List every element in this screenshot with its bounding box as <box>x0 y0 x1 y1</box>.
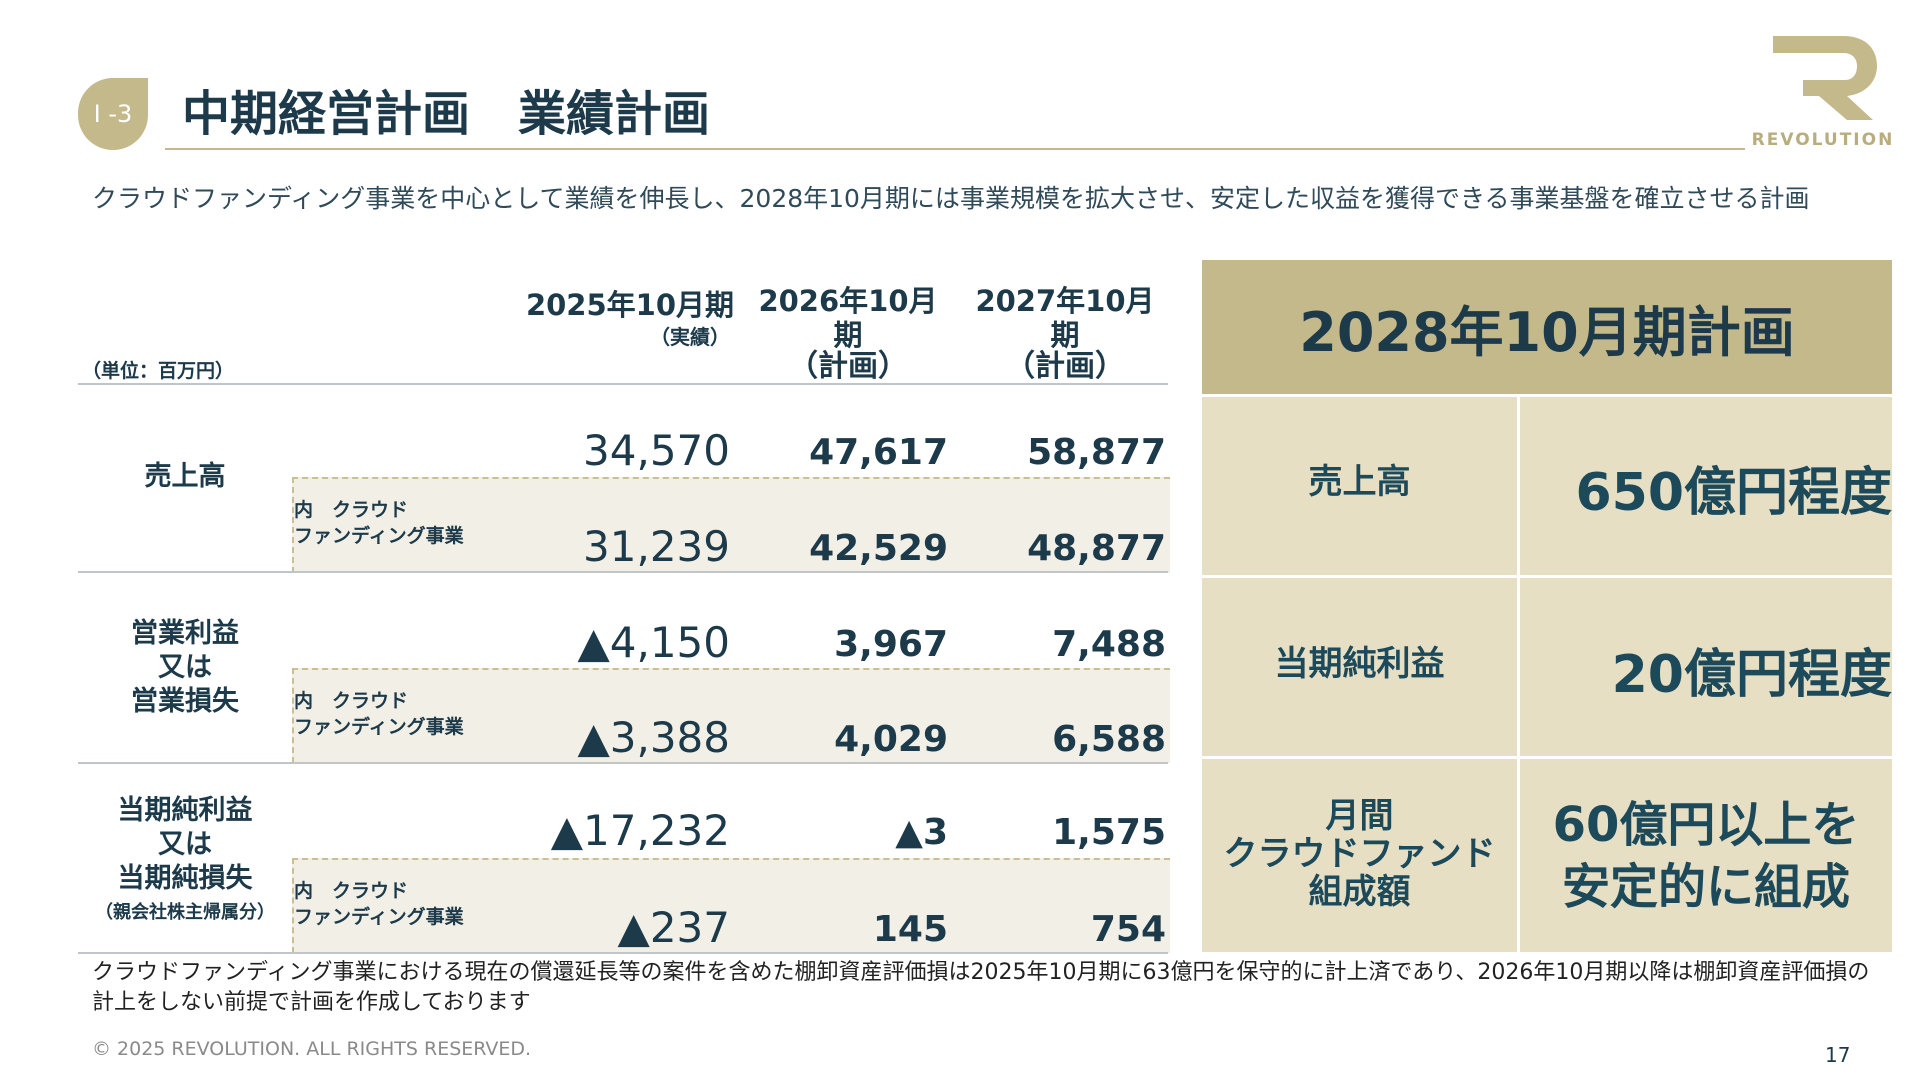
row-label-operating-income: 営業利益 又は 営業損失 <box>78 617 292 719</box>
column-status: （実績） <box>650 325 730 349</box>
logo-wordmark: REVOLUTION <box>1751 130 1895 150</box>
plan-2028-title: 2028年10月期計画 <box>1202 260 1892 394</box>
row-label-note: （親会社株主帰属分） <box>95 902 275 923</box>
net-income-2027: 1,575 <box>1052 812 1166 853</box>
row-label-sales: 売上高 <box>78 460 292 494</box>
section-badge: I -3 <box>78 78 148 150</box>
plan-label-line: 月間 <box>1325 796 1394 836</box>
column-year: 2025年10月期 <box>525 288 735 322</box>
sub-row-background <box>292 668 1170 763</box>
plan-label-line: 組成額 <box>1308 872 1411 912</box>
sub-row-background <box>292 477 1170 573</box>
unit-label: （単位：百万円） <box>82 360 235 382</box>
cf-operating-income-2025: ▲3,388 <box>577 713 730 762</box>
operating-income-2027: 7,488 <box>1052 624 1166 665</box>
title-underline <box>165 148 1745 150</box>
sales-2027: 58,877 <box>1027 432 1166 473</box>
row-label-line: 営業損失 <box>131 686 239 717</box>
plan-crowdfund-label: 月間 クラウドファンド 組成額 <box>1202 797 1517 911</box>
panel-column-divider <box>1517 394 1520 952</box>
row-label-line: 営業利益 <box>131 618 239 649</box>
column-year: 2027年10月期 <box>975 284 1155 352</box>
plan-label-line: クラウドファンド <box>1223 834 1496 874</box>
cf-net-income-2026: 145 <box>872 909 948 950</box>
plan-value-line: 60億円以上を <box>1552 797 1860 853</box>
operating-income-2025: ▲4,150 <box>577 618 730 667</box>
sales-2025: 34,570 <box>583 426 730 475</box>
panel-row-divider <box>1202 394 1892 397</box>
plan-value-line: 安定的に組成 <box>1561 859 1850 915</box>
sub-row-label: 内 クラウド ファンディング事業 <box>294 690 464 738</box>
page-number: 17 <box>1825 1043 1851 1067</box>
footnote: クラウドファンディング事業における現在の償還延長等の案件を含めた棚卸資産評価損は… <box>92 960 1870 1015</box>
column-status: （計画） <box>788 349 908 384</box>
cf-sales-2026: 42,529 <box>809 528 948 569</box>
page-title: 中期経営計画 業績計画 <box>182 86 711 142</box>
plan-net-income-label: 当期純利益 <box>1274 644 1445 684</box>
net-income-2026: ▲3 <box>895 812 948 853</box>
column-header-2026: 2026年10月期 （計画） <box>748 284 948 382</box>
sub-row-background <box>292 858 1170 953</box>
row-label-net-income: 当期純利益 又は 当期純損失 （親会社株主帰属分） <box>78 794 292 930</box>
row-label-line: 当期純利益 <box>117 795 253 826</box>
row-label-line: 又は <box>158 652 212 683</box>
sales-2026: 47,617 <box>809 432 948 473</box>
operating-income-2026: 3,967 <box>834 624 948 665</box>
panel-row-divider <box>1202 756 1892 759</box>
row-label-line: 又は <box>158 829 212 860</box>
cf-sales-2025: 31,239 <box>583 522 730 571</box>
plan-crowdfund-value: 60億円以上を 安定的に組成 <box>1520 794 1892 918</box>
plan-net-income-value: 20億円程度 <box>1611 645 1892 705</box>
row-divider <box>78 762 1168 764</box>
table-header-rule <box>78 383 1168 385</box>
row-label-line: 売上高 <box>144 461 226 492</box>
cf-net-income-2027: 754 <box>1090 909 1166 950</box>
cf-sales-2027: 48,877 <box>1027 528 1166 569</box>
column-header-2027: 2027年10月期 （計画） <box>962 284 1168 382</box>
column-year: 2026年10月期 <box>758 284 938 352</box>
panel-row-divider <box>1202 575 1892 578</box>
column-header-2025: 2025年10月期 （実績） <box>520 288 740 352</box>
cf-net-income-2025: ▲237 <box>617 903 730 952</box>
plan-sales-label: 売上高 <box>1308 462 1411 502</box>
table-bottom-rule <box>78 952 1168 954</box>
net-income-2025: ▲17,232 <box>550 806 730 855</box>
sub-row-label: 内 クラウド ファンディング事業 <box>294 880 464 928</box>
row-label-line: 当期純損失 <box>117 863 253 894</box>
cf-operating-income-2026: 4,029 <box>834 719 948 760</box>
plan-sales-value: 650億円程度 <box>1575 463 1892 523</box>
cf-operating-income-2027: 6,588 <box>1052 719 1166 760</box>
intro-text: クラウドファンディング事業を中心として業績を伸長し、2028年10月期には事業規… <box>92 184 1810 213</box>
column-status: （計画） <box>1005 349 1125 384</box>
copyright: © 2025 REVOLUTION. ALL RIGHTS RESERVED. <box>92 1038 532 1060</box>
sub-row-label: 内 クラウド ファンディング事業 <box>294 499 464 547</box>
revolution-r-logo-icon <box>1773 36 1877 120</box>
row-divider <box>78 571 1168 573</box>
